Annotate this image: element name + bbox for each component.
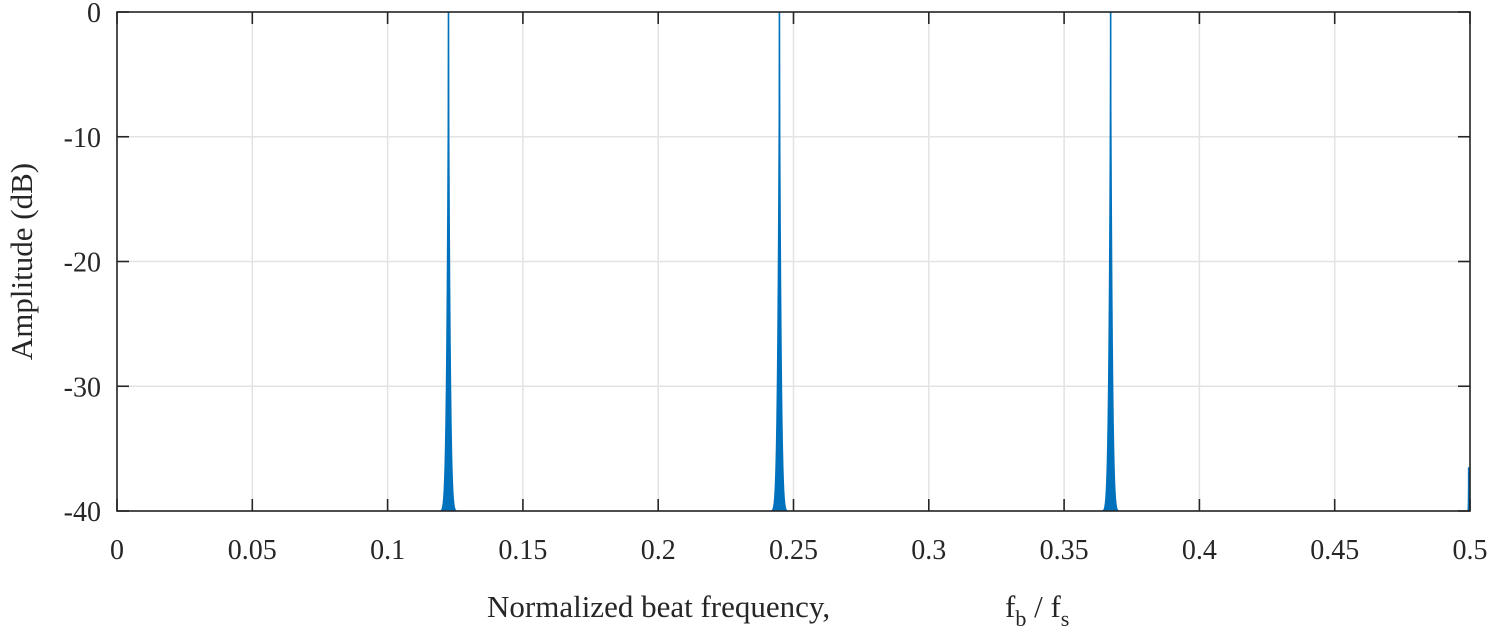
symbol-f-beat: f bbox=[1005, 589, 1016, 624]
tick-marks bbox=[116, 11, 1471, 512]
y-axis-label: Amplitude (dB) bbox=[4, 163, 39, 360]
x-axis-label-symbol: fb / fs bbox=[1005, 589, 1069, 631]
x-tick-labels: 0 0.05 0.1 0.15 0.2 0.25 0.3 0.35 0.4 0.45 0.5 bbox=[110, 535, 1488, 566]
y-tick-label: -20 bbox=[64, 248, 101, 279]
x-tick-label: 0.05 bbox=[228, 535, 277, 566]
x-tick-label: 0.4 bbox=[1182, 535, 1217, 566]
x-tick-label: 0 bbox=[110, 535, 124, 566]
x-tick-label: 0.15 bbox=[498, 535, 547, 566]
x-axis-label: Normalized beat frequency, bbox=[487, 589, 830, 624]
x-tick-label: 0.2 bbox=[641, 535, 676, 566]
x-tick-label: 0.25 bbox=[769, 535, 818, 566]
x-tick-label: 0.35 bbox=[1040, 535, 1089, 566]
x-tick-label: 0.45 bbox=[1310, 535, 1359, 566]
y-tick-label: 0 bbox=[87, 0, 101, 29]
y-tick-label: -30 bbox=[64, 372, 101, 403]
symbol-slash: / bbox=[1026, 589, 1050, 624]
y-tick-label: -10 bbox=[64, 123, 101, 154]
x-tick-label: 0.5 bbox=[1453, 535, 1488, 566]
y-tick-labels: 0 -10 -20 -30 -40 bbox=[64, 0, 101, 528]
x-tick-label: 0.3 bbox=[911, 535, 946, 566]
symbol-subscript-s: s bbox=[1061, 606, 1070, 631]
symbol-subscript-b: b bbox=[1015, 606, 1026, 631]
x-tick-label: 0.1 bbox=[370, 535, 405, 566]
symbol-f-sample: f bbox=[1050, 589, 1061, 624]
y-tick-label: -40 bbox=[64, 497, 101, 528]
